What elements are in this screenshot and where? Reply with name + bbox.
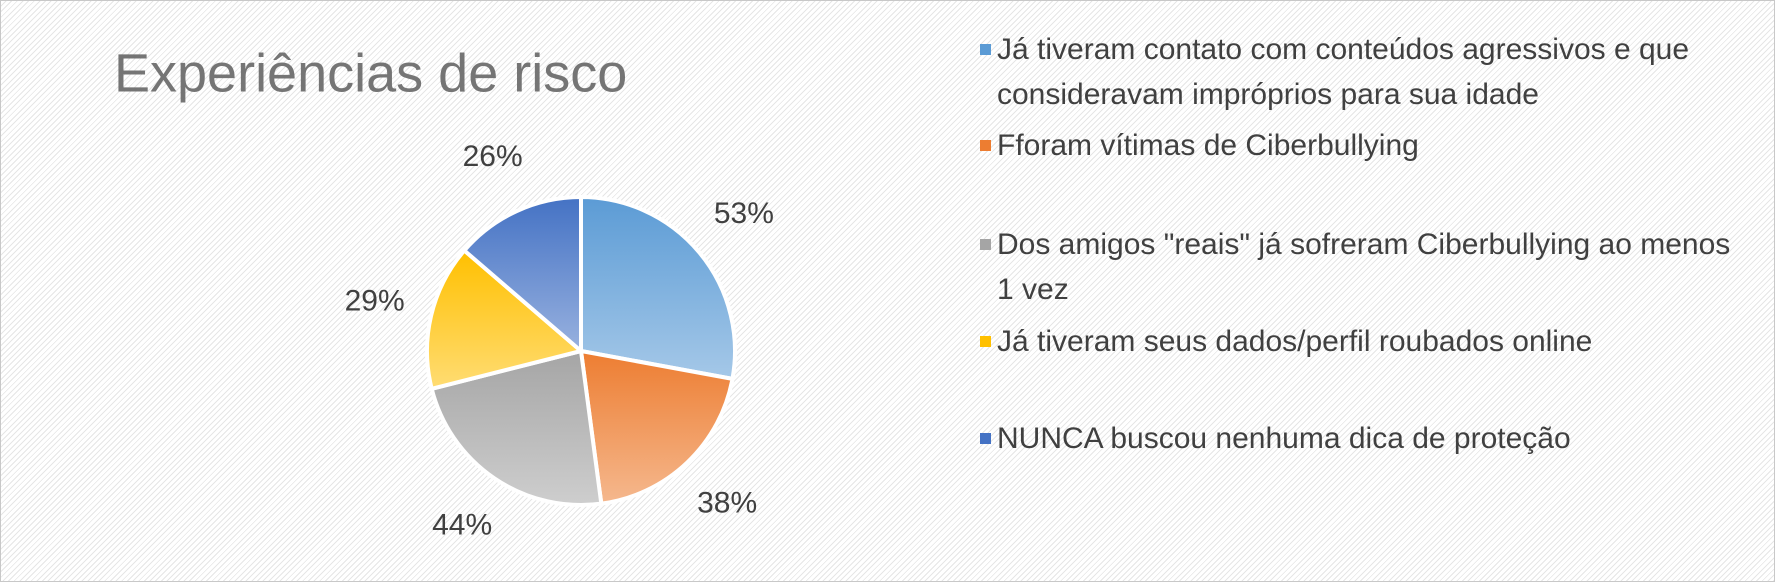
legend-swatch	[980, 336, 991, 347]
legend-label: Já tiveram contato com conteúdos agressi…	[997, 33, 1690, 111]
legend-entry: Já tiveram seus dados/perfil roubados on…	[980, 319, 1737, 364]
pie-slice	[461, 194, 583, 356]
pie-slice	[579, 194, 737, 382]
pie-slice	[429, 348, 604, 507]
legend-label: NUNCA buscou nenhuma dica de proteção	[997, 422, 1571, 455]
data-label: 38%	[697, 487, 757, 520]
legend-label: Dos amigos "reais" já sofreram Ciberbull…	[997, 228, 1731, 306]
legend-entry: NUNCA buscou nenhuma dica de proteção	[980, 416, 1737, 461]
pie-slice	[425, 247, 586, 392]
legend-swatch	[980, 433, 991, 444]
chart-title: Experiências de risco	[114, 43, 627, 103]
legend-swatch	[980, 140, 991, 151]
legend-label: Fforam vítimas de Ciberbullying	[997, 129, 1419, 162]
data-label: 44%	[432, 508, 492, 541]
legend-entry: Dos amigos "reais" já sofreram Ciberbull…	[980, 222, 1737, 312]
legend-entry: Fforam vítimas de Ciberbullying	[980, 123, 1737, 168]
data-label: 29%	[345, 284, 405, 317]
pie-slice	[578, 348, 735, 506]
legend-swatch	[980, 44, 991, 55]
data-label: 26%	[463, 140, 523, 173]
data-label: 53%	[714, 197, 774, 230]
legend-swatch	[980, 239, 991, 250]
legend-entry: Já tiveram contato com conteúdos agressi…	[980, 27, 1737, 117]
legend-label: Já tiveram seus dados/perfil roubados on…	[997, 325, 1593, 358]
